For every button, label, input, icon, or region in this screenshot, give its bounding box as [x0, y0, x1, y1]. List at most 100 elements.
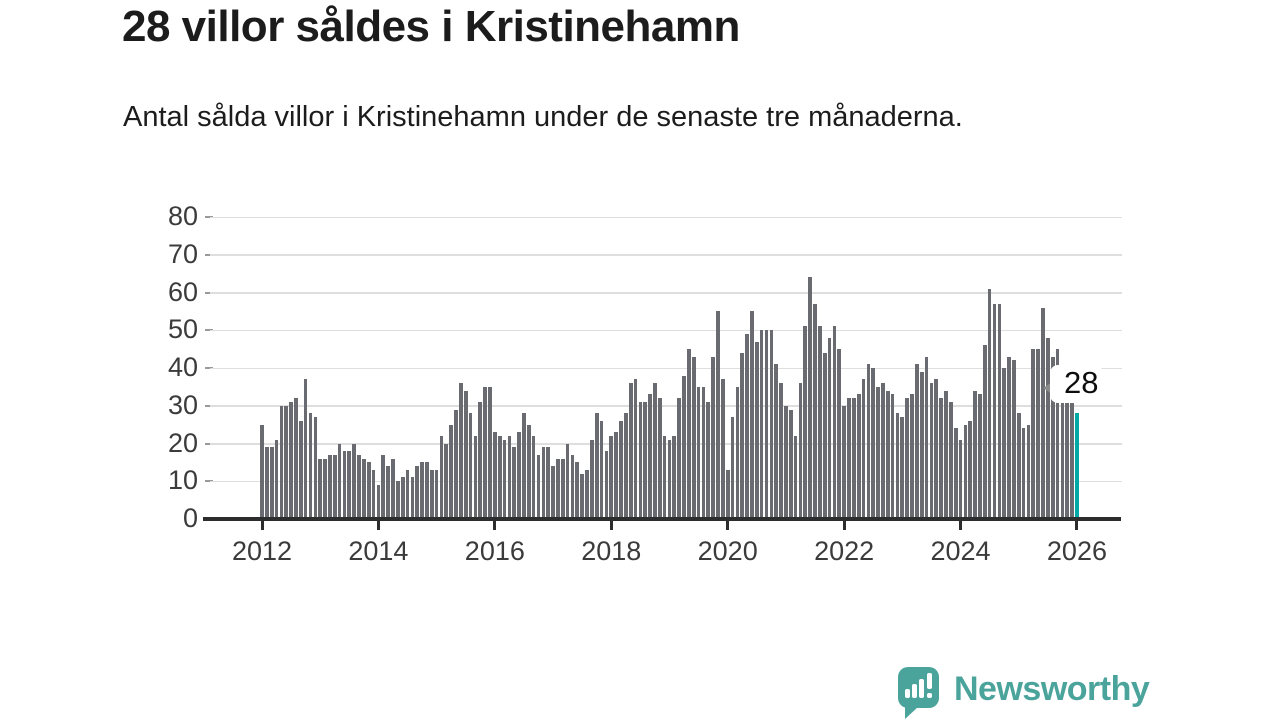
bar: [968, 420, 973, 519]
bar: [284, 405, 289, 519]
newsworthy-logo: Newsworthy: [898, 667, 1198, 719]
bar: [628, 383, 633, 519]
bar: [1055, 349, 1060, 519]
bar: [764, 330, 769, 519]
bar: [274, 439, 279, 519]
bar: [973, 390, 977, 519]
highlight-bar: [1075, 413, 1079, 519]
bar: [808, 277, 812, 519]
bar: [788, 409, 793, 519]
bar: [536, 454, 541, 519]
bar: [328, 454, 332, 519]
gridline: [210, 329, 1122, 332]
bar: [944, 390, 948, 519]
x-axis-label: 2018: [581, 536, 642, 566]
bar: [391, 458, 395, 519]
y-axis-tick: [205, 253, 213, 256]
bar: [818, 326, 822, 519]
logo-exclamation-icon: [927, 673, 932, 689]
bar: [900, 417, 905, 519]
bar: [1060, 368, 1065, 519]
bar: [813, 303, 817, 519]
bar: [847, 398, 851, 519]
bar: [682, 375, 686, 519]
plot-area: [205, 216, 1122, 519]
x-axis-label: 2016: [464, 536, 525, 566]
x-axis-label: 2012: [231, 536, 293, 566]
logo-speech-bubble-icon: [898, 667, 939, 708]
bar: [905, 398, 910, 519]
bar: [982, 345, 987, 519]
bar: [958, 439, 963, 519]
x-axis-tick: [376, 520, 380, 530]
logo-bubble-tail: [905, 707, 918, 719]
y-axis-tick: [205, 329, 213, 332]
bar: [784, 405, 788, 519]
x-axis-label: 2020: [697, 536, 758, 566]
bar: [895, 413, 900, 519]
bar: [318, 458, 323, 519]
bar: [376, 485, 381, 519]
bar: [662, 435, 667, 519]
bar: [410, 477, 415, 519]
bar: [803, 326, 808, 519]
bar: [643, 401, 648, 519]
bar: [1026, 424, 1031, 519]
bar: [890, 394, 895, 519]
bar: [439, 435, 444, 519]
x-axis-tick: [1075, 520, 1079, 530]
logo-bar-icon: [905, 689, 910, 698]
y-axis-label: 60: [167, 276, 198, 307]
bar: [871, 368, 876, 519]
bar: [716, 311, 720, 519]
bar: [987, 288, 992, 519]
bar: [1046, 337, 1050, 519]
bar: [653, 383, 657, 519]
bar: [997, 303, 1002, 519]
bar: [468, 413, 473, 519]
bar: [856, 394, 861, 519]
logo-bar-icon: [912, 684, 917, 698]
bar: [924, 356, 929, 519]
bar: [735, 386, 740, 519]
bar: [269, 447, 274, 519]
bar: [623, 413, 628, 519]
bar: [1012, 360, 1016, 519]
bar: [798, 383, 803, 519]
bar: [590, 439, 594, 519]
x-axis-tick: [260, 520, 264, 530]
bar: [342, 451, 347, 519]
bar: [1016, 413, 1021, 519]
bar: [594, 413, 599, 519]
bar: [473, 435, 478, 519]
bar: [478, 401, 483, 519]
chart-subtitle: Antal sålda villor i Kristinehamn under …: [123, 101, 963, 133]
bar: [332, 454, 337, 519]
x-axis-tick: [609, 520, 613, 530]
x-axis-tick: [493, 520, 497, 530]
bar: [298, 420, 303, 519]
x-axis-tick: [726, 520, 730, 530]
y-axis-tick: [205, 367, 213, 369]
bar: [851, 398, 856, 519]
bar: [265, 447, 269, 519]
bar: [720, 379, 725, 519]
bar: [876, 386, 880, 519]
bar: [861, 379, 866, 519]
y-axis-label: 20: [167, 427, 198, 458]
bar: [551, 466, 555, 519]
y-axis-label: 80: [167, 201, 198, 231]
logo-exclamation-dot-icon: [927, 693, 932, 698]
bar: [793, 435, 798, 519]
bar: [638, 401, 643, 519]
bar: [822, 352, 827, 519]
bar: [677, 398, 682, 519]
bar: [915, 364, 919, 519]
bar: [648, 394, 652, 519]
bar: [347, 451, 352, 519]
gridline: [210, 254, 1122, 256]
bar: [323, 458, 327, 519]
y-axis-label: 40: [167, 352, 198, 382]
bar: [1007, 356, 1011, 519]
logo-bar-icon: [919, 679, 924, 698]
